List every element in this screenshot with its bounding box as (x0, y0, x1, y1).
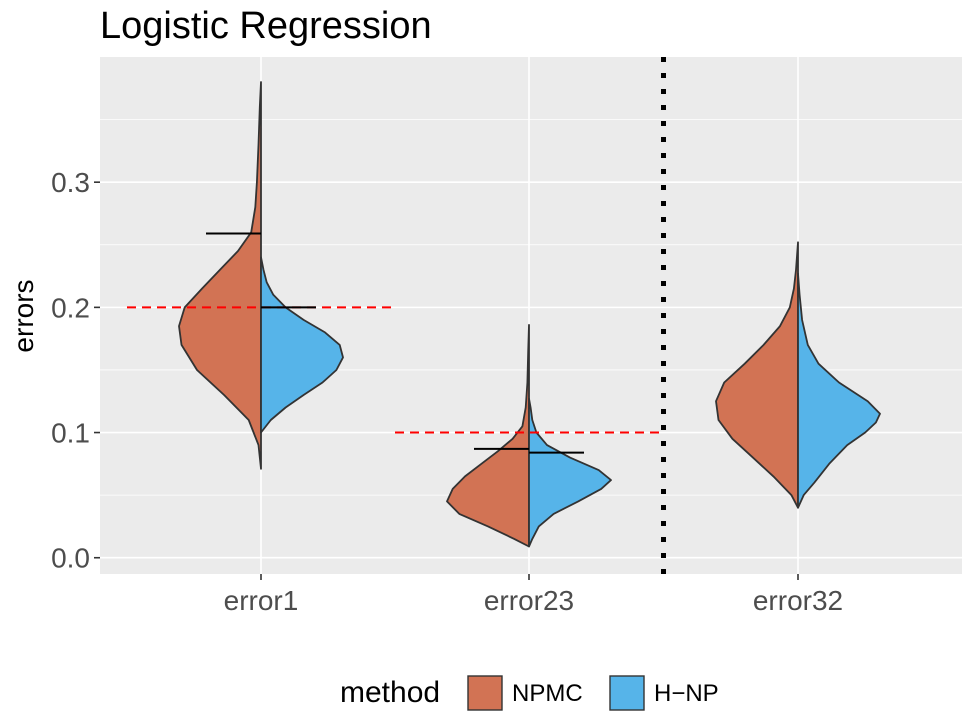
legend-label: NPMC (512, 680, 583, 707)
chart-title: Logistic Regression (100, 5, 432, 47)
violin-left-error1 (178, 81, 262, 470)
x-tick-label: error32 (753, 585, 843, 616)
y-tick-label: 0.2 (51, 292, 90, 323)
legend-label: H−NP (654, 680, 719, 707)
y-tick-label: 0.1 (51, 418, 90, 449)
y-axis: 0.0 0.1 0.2 0.3 (51, 167, 100, 574)
x-axis: error1 error23 error32 (224, 574, 843, 616)
violin-right-error23 (528, 397, 612, 548)
y-axis-title: errors (8, 279, 39, 352)
legend-key-hnp (609, 675, 645, 711)
x-tick-label: error23 (484, 585, 574, 616)
y-tick-label: 0.0 (51, 543, 90, 574)
violin-left-error32 (715, 241, 799, 509)
legend-title: method (340, 676, 440, 709)
x-tick-label: error1 (224, 585, 299, 616)
mean-lines (206, 232, 584, 454)
violin-right-error32 (797, 272, 881, 509)
violin-right-error1 (260, 256, 344, 434)
violin-left-error23 (446, 323, 530, 548)
legend: method NPMC H−NP (340, 675, 719, 711)
violins (178, 81, 881, 548)
y-tick-label: 0.3 (51, 167, 90, 198)
legend-key-npmc (467, 675, 503, 711)
